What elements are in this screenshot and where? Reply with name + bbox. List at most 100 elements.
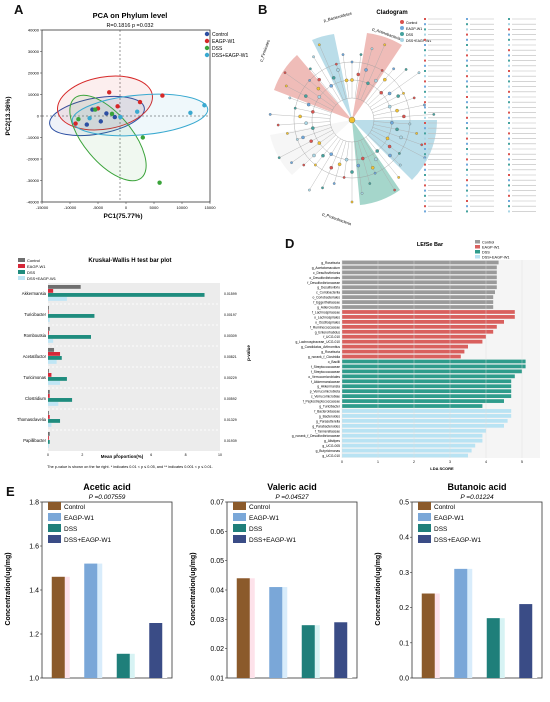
lefse-label: g_Turicibacter: [319, 405, 341, 409]
clado-key-swatch: [424, 200, 426, 202]
clado-leaf: [397, 176, 401, 179]
scfa-ytick-label: 0.5: [399, 500, 409, 507]
kw-category-label: Turicibacter: [24, 312, 46, 317]
clado-sector-bottom: [352, 120, 400, 205]
clado-leaf: [392, 67, 396, 71]
clado-leaf: [412, 96, 416, 100]
clado-key-swatch: [508, 80, 510, 83]
scfa-ytick-label: 0.3: [399, 570, 409, 577]
pca-point: [188, 110, 193, 115]
pca-ytick-label: 10000: [28, 92, 40, 97]
pca-point: [160, 93, 165, 98]
svg-text:Control: Control: [406, 21, 418, 25]
pca-point: [115, 104, 120, 109]
clado-node: [321, 153, 325, 158]
lefse-bar: [342, 423, 504, 428]
clado-key-swatch: [508, 44, 510, 46]
clado-branch: [365, 136, 399, 178]
pca-point: [140, 135, 145, 140]
clado-leaf: [408, 122, 412, 126]
lefse-label: g_Parasutterella: [316, 419, 340, 423]
clado-node: [316, 86, 321, 91]
kw-pvalue-label: 0.00592: [224, 397, 237, 401]
kw-xlabel: Mean proportion(%): [101, 454, 144, 459]
clado-key-swatch: [424, 163, 426, 166]
clado-key-swatch: [424, 111, 426, 114]
clado-leaf: [308, 188, 311, 192]
lefse-label: g_Acetatomaculum: [312, 266, 340, 270]
lefse-label: g_Alistipes: [324, 439, 340, 443]
svg-text:EAGP-W1: EAGP-W1: [212, 39, 235, 45]
clado-node: [311, 126, 315, 130]
lefse-bar: [342, 414, 512, 418]
scfa-ytick-label: 0.2: [399, 605, 409, 612]
lefse-bar: [342, 404, 483, 408]
clado-node: [385, 136, 390, 141]
clado-node: [317, 141, 322, 145]
lefse-label: g_Roseburia: [321, 261, 340, 265]
lefse-bar: [342, 453, 468, 458]
lefse-label: g_UCG-010: [322, 454, 340, 458]
clado-leaf: [420, 143, 424, 147]
clado-key-swatch: [466, 49, 468, 52]
pca-point: [107, 90, 112, 95]
clado-branch: [309, 80, 337, 106]
clado-leaf: [308, 79, 311, 82]
clado-node: [329, 165, 334, 170]
clado-leaf: [383, 43, 387, 47]
lefse-bar: [342, 448, 472, 453]
clado-key-swatch: [424, 174, 426, 176]
clado-branch: [287, 124, 331, 134]
clado-key-swatch: [466, 101, 468, 104]
clado-branch: [371, 129, 425, 158]
kw-bar: [48, 398, 73, 402]
lefse-bar: [342, 280, 497, 285]
pca-point: [98, 119, 104, 124]
clado-leaf: [373, 171, 377, 175]
lefse-plot: LEfSe Bar Control EAGP-W1 DSS DSS+EAGP-W…: [292, 240, 540, 471]
scfa-legend-label: Control: [249, 504, 271, 511]
lefse-bar: [342, 320, 504, 324]
clado-key-swatch: [466, 23, 468, 26]
svg-text:Control: Control: [212, 32, 228, 38]
clado-key-swatch: [424, 127, 426, 130]
lefse-bar: [342, 339, 483, 344]
lefse-bar: [342, 295, 494, 299]
clado-leaf: [415, 132, 418, 135]
pca-ellipse-dss-eagp: [71, 93, 209, 137]
clado-key-swatch: [508, 163, 510, 166]
clado-node: [312, 153, 316, 158]
lefse-label: c_Coriobacteriia: [316, 291, 340, 295]
clado-key-swatch: [466, 116, 468, 119]
clado-leaf: [393, 188, 396, 192]
clado-key-swatch: [466, 137, 468, 140]
clado-key-swatch: [424, 184, 426, 187]
clado-key-swatch: [466, 163, 468, 166]
clado-leaf: [290, 161, 293, 165]
kw-bar: [48, 432, 50, 436]
kw-category-label: Romboutsia: [24, 333, 47, 338]
kw-xtick-label: 10: [218, 453, 222, 457]
scfa-ytick-label: 1.6: [29, 544, 39, 551]
pca-ytick-label: 30000: [28, 49, 40, 54]
kw-pvalue-label: 0.01329: [224, 418, 237, 422]
lefse-bar: [342, 374, 515, 379]
clado-node: [306, 102, 311, 107]
kw-bar: [48, 356, 62, 360]
kw-bar: [48, 285, 81, 289]
clado-key-swatch: [508, 54, 510, 57]
kw-xtick-label: 6: [150, 453, 152, 457]
lefse-bar: [342, 364, 526, 369]
clado-node: [366, 81, 370, 86]
clado-node: [329, 152, 333, 156]
scfa-legend-label: DSS+EAGP-W1: [64, 537, 112, 544]
lefse-label: f_Tannerellaceae: [315, 429, 340, 433]
clado-leaf: [398, 152, 401, 155]
clado-node: [379, 90, 383, 95]
clado-branch: [372, 97, 415, 113]
scfa-title: Acetic acid: [83, 482, 131, 492]
lefse-label: f_Peptostreptococcaceae: [303, 400, 340, 404]
scfa-ytick-label: 1.0: [29, 676, 39, 683]
kw-category-label: Clostridium: [25, 396, 46, 401]
clado-node: [390, 120, 394, 125]
